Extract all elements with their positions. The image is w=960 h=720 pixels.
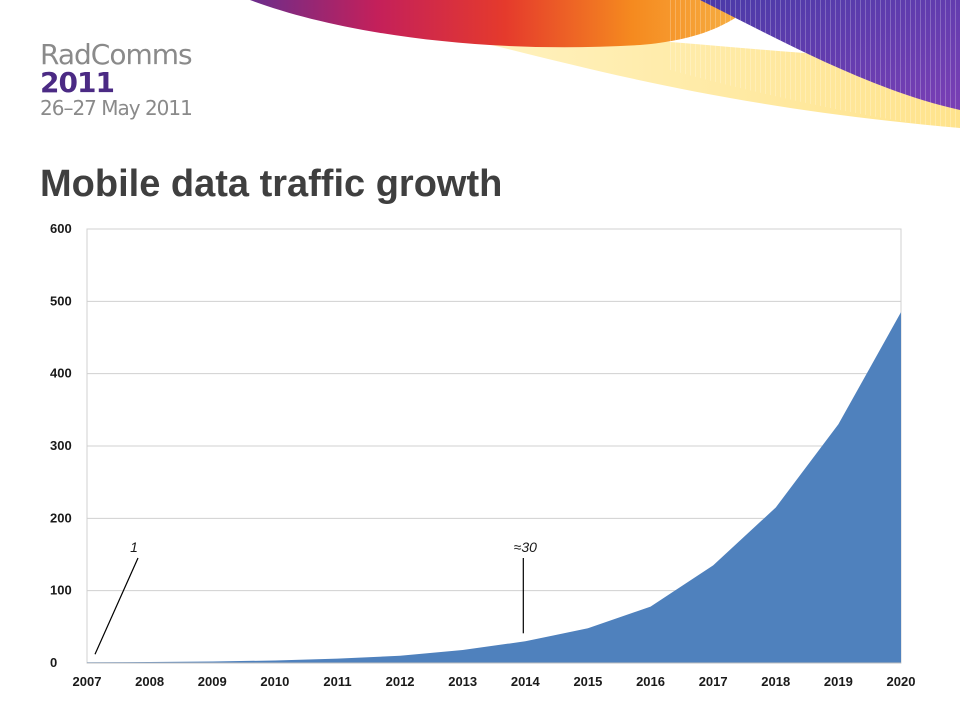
x-tick-label: 2013 bbox=[448, 674, 477, 689]
header-banner bbox=[250, 0, 960, 130]
x-tick-label: 2017 bbox=[699, 674, 728, 689]
x-tick-label: 2008 bbox=[135, 674, 164, 689]
brand-name: RadComms bbox=[40, 38, 193, 71]
area-series bbox=[87, 312, 901, 663]
brand-date: 26–27 May 2011 bbox=[40, 96, 193, 120]
x-tick-label: 2020 bbox=[887, 674, 916, 689]
y-tick-label: 300 bbox=[50, 438, 72, 453]
chart-area-series bbox=[86, 312, 902, 663]
banner-warm-ribbon bbox=[250, 0, 760, 48]
slide-title: Mobile data traffic growth bbox=[40, 163, 503, 205]
x-tick-label: 2010 bbox=[260, 674, 289, 689]
y-tick-label: 0 bbox=[50, 655, 57, 670]
annotation-label-2: ≈30 bbox=[514, 539, 537, 555]
y-tick-label: 100 bbox=[50, 583, 72, 598]
x-tick-label: 2012 bbox=[386, 674, 415, 689]
annotation-leader-1 bbox=[94, 557, 139, 655]
x-tick-label: 2007 bbox=[73, 674, 102, 689]
x-tick-label: 2015 bbox=[573, 674, 602, 689]
annotation-label-1: 1 bbox=[130, 539, 138, 555]
chart-annotations: 1 ≈30 bbox=[94, 539, 537, 655]
x-tick-label: 2016 bbox=[636, 674, 665, 689]
x-tick-label: 2009 bbox=[198, 674, 227, 689]
banner-stripes bbox=[670, 0, 960, 130]
y-tick-label: 500 bbox=[50, 293, 72, 308]
x-tick-label: 2011 bbox=[323, 674, 351, 689]
x-tick-label: 2019 bbox=[824, 674, 853, 689]
y-tick-label: 200 bbox=[50, 510, 72, 525]
y-tick-label: 400 bbox=[50, 366, 72, 381]
chart-axes: 0 100 200 300 400 500 600 2007 2008 2009 2010 2011 2… bbox=[50, 221, 915, 689]
x-tick-label: 2018 bbox=[761, 674, 790, 689]
x-tick-label: 2014 bbox=[511, 674, 541, 689]
brand-year: 2011 bbox=[40, 66, 115, 99]
y-tick-label: 600 bbox=[50, 221, 72, 236]
